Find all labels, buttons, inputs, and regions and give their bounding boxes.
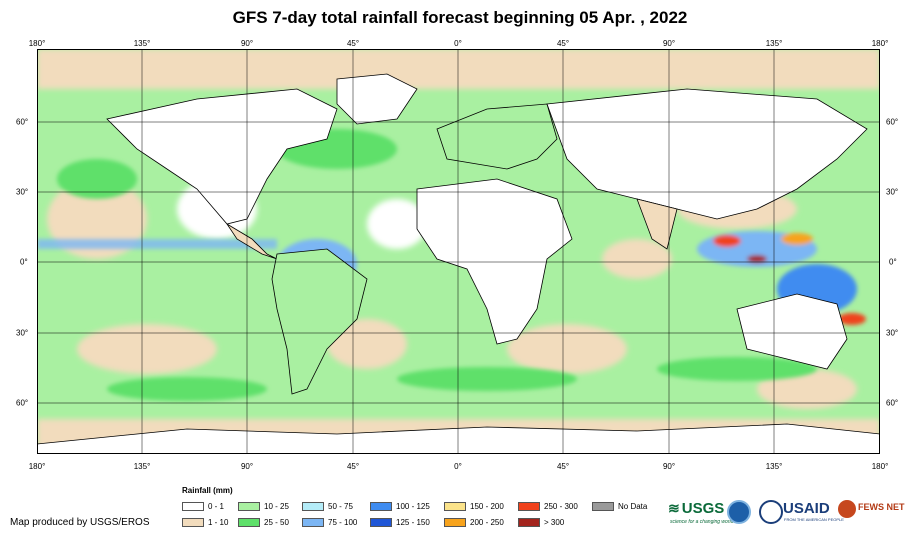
legend-swatch: [592, 502, 614, 511]
usgs-label: USGS: [681, 500, 725, 517]
legend-swatch: [444, 502, 466, 511]
lat-label: 30°: [886, 187, 899, 197]
lon-label: 135°: [765, 39, 783, 48]
land: [37, 73, 880, 454]
lat-label: 30°: [16, 187, 29, 197]
legend-item: 150 - 200: [444, 502, 504, 511]
legend-swatch: [370, 518, 392, 527]
legend-label: 75 - 100: [328, 518, 358, 527]
legend-label: 0 - 1: [208, 502, 225, 511]
lat-label: 60°: [886, 398, 899, 408]
lon-label: 0°: [454, 462, 462, 471]
usgs-waves-icon: ≋: [668, 500, 680, 516]
lon-label: 180°: [28, 39, 46, 48]
graticule: [37, 49, 880, 454]
fews-logo: FEWS NET: [858, 502, 905, 512]
usaid-tagline: FROM THE AMERICAN PEOPLE: [784, 517, 844, 522]
legend-label: > 300: [544, 518, 565, 527]
wet-bands: [37, 129, 866, 401]
usgs-tagline: science for a changing world: [670, 519, 734, 525]
legend-swatch: [370, 502, 392, 511]
legend-item: 1 - 10: [182, 518, 228, 527]
legend-item: > 300: [518, 518, 564, 527]
legend-label: 10 - 25: [264, 502, 289, 511]
usaid-logo: USAID: [783, 500, 830, 517]
usaid-seal-icon: [759, 500, 783, 524]
credit-text: Map produced by USGS/EROS: [10, 517, 150, 528]
legend-label: 1 - 10: [208, 518, 229, 527]
lon-label: 135°: [133, 39, 151, 48]
legend-item: 100 - 125: [370, 502, 430, 511]
lat-label: 60°: [886, 117, 899, 127]
lat-label: 30°: [16, 328, 29, 338]
lon-label: 180°: [871, 462, 889, 471]
legend-item: 250 - 300: [518, 502, 578, 511]
legend-item: 0 - 1: [182, 502, 224, 511]
legend-item: 10 - 25: [238, 502, 289, 511]
legend-swatch: [238, 518, 260, 527]
legend-swatch: [518, 502, 540, 511]
legend-swatch: [302, 518, 324, 527]
legend-swatch: [182, 502, 204, 511]
legend-swatch: [302, 502, 324, 511]
lat-label: 60°: [16, 398, 29, 408]
fews-globe-icon: [838, 500, 856, 518]
legend-title: Rainfall (mm): [182, 486, 233, 495]
lon-label: 180°: [28, 462, 46, 471]
lon-label: 0°: [454, 39, 462, 48]
legend-item: 200 - 250: [444, 518, 504, 527]
rainfall-map: [37, 49, 880, 454]
map-title: GFS 7-day total rainfall forecast beginn…: [232, 8, 688, 27]
legend-label: 25 - 50: [264, 518, 289, 527]
lon-label: 90°: [240, 462, 254, 471]
noaa-logo: [727, 500, 751, 524]
legend-item: No Data: [592, 502, 647, 511]
legend-item: 125 - 150: [370, 518, 430, 527]
legend-label: 100 - 125: [396, 502, 430, 511]
lon-label: 135°: [765, 462, 783, 471]
usaid-label: USAID: [783, 500, 830, 517]
legend-label: 125 - 150: [396, 518, 430, 527]
lon-label: 90°: [662, 39, 676, 48]
lon-label: 90°: [662, 462, 676, 471]
legend-swatch: [182, 518, 204, 527]
legend-label: No Data: [618, 502, 648, 511]
legend-label: 250 - 300: [544, 502, 578, 511]
legend-label: 50 - 75: [328, 502, 353, 511]
legend-swatch: [444, 518, 466, 527]
lon-label: 180°: [871, 39, 889, 48]
lat-label: 30°: [886, 328, 899, 338]
lat-label: 0°: [20, 257, 28, 267]
legend-item: 75 - 100: [302, 518, 357, 527]
lon-label: 45°: [556, 39, 570, 48]
legend-swatch: [518, 518, 540, 527]
lon-label: 45°: [346, 462, 360, 471]
lon-label: 135°: [133, 462, 151, 471]
legend-item: 25 - 50: [238, 518, 289, 527]
legend-swatch: [238, 502, 260, 511]
usgs-logo: ≋ USGS: [668, 500, 724, 517]
lon-label: 90°: [240, 39, 254, 48]
lon-label: 45°: [346, 39, 360, 48]
legend-label: 150 - 200: [470, 502, 504, 511]
lat-label: 0°: [889, 257, 897, 267]
lat-label: 60°: [16, 117, 29, 127]
legend-item: 50 - 75: [302, 502, 353, 511]
fews-label: FEWS NET: [858, 502, 905, 512]
lon-label: 45°: [556, 462, 570, 471]
legend-label: 200 - 250: [470, 518, 504, 527]
